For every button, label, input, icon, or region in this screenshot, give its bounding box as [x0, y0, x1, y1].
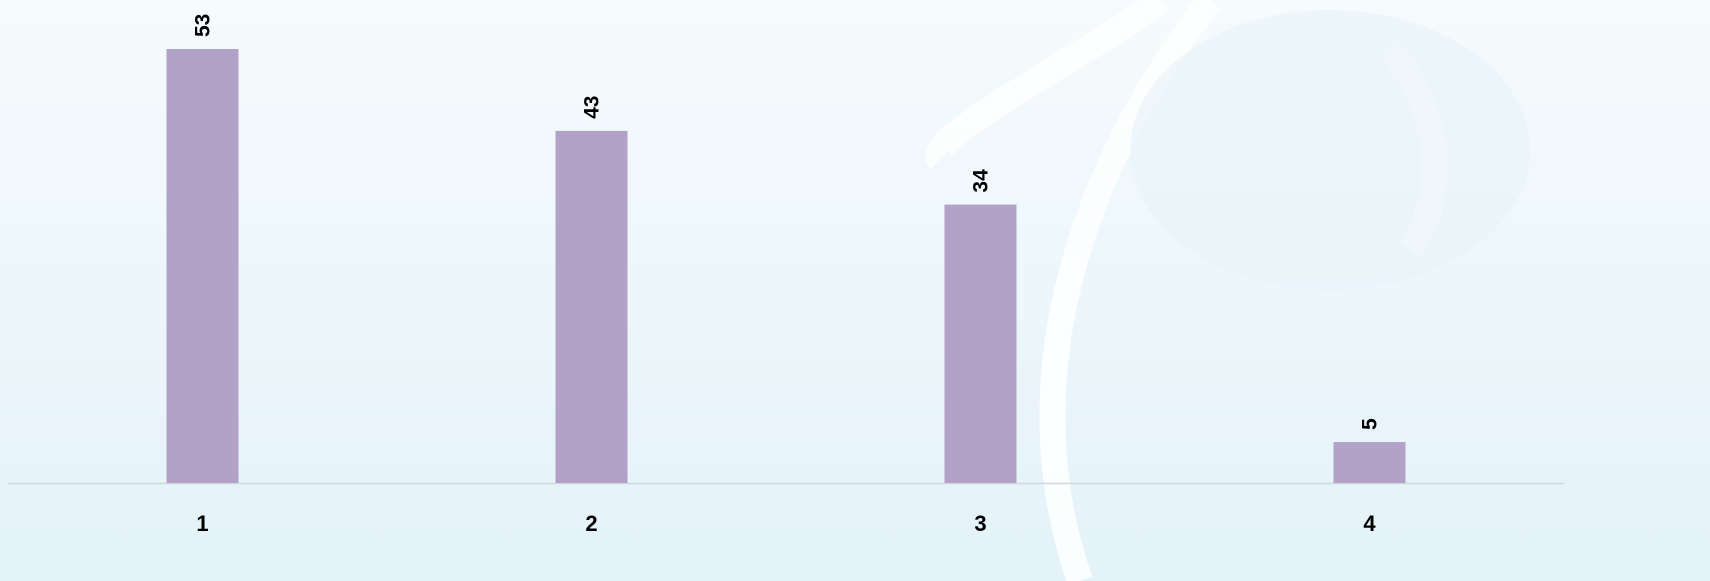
data-label: 43: [581, 96, 604, 119]
x-tick-label: 1: [196, 511, 208, 536]
data-label: 53: [192, 14, 215, 37]
decoration: [1130, 10, 1530, 290]
bar: [166, 49, 239, 483]
bar: [1333, 442, 1406, 483]
bar: [555, 130, 628, 484]
x-tick-label: 4: [1363, 511, 1376, 536]
x-tick-label: 3: [974, 511, 986, 536]
data-label: 5: [1359, 418, 1382, 430]
x-tick-label: 2: [585, 511, 597, 536]
bar: [944, 204, 1017, 483]
data-label: 34: [970, 169, 993, 193]
